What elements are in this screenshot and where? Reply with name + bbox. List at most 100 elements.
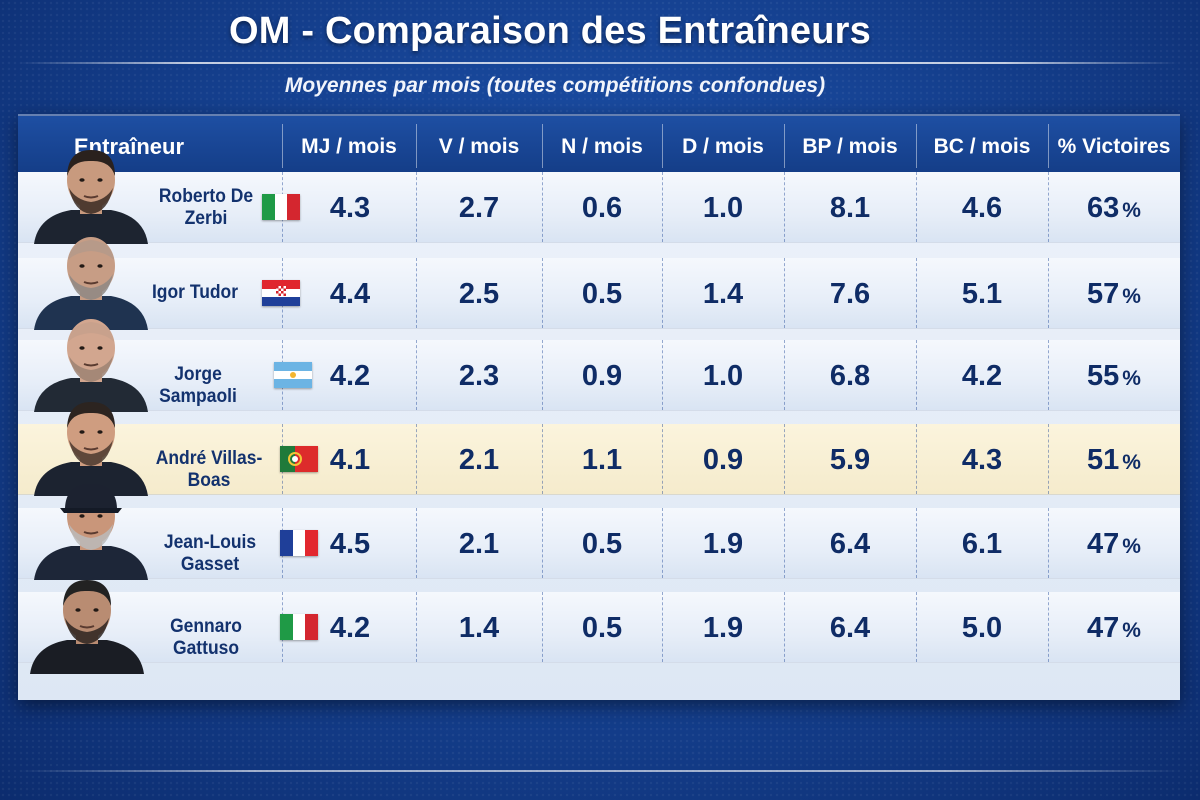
cell-divider — [1048, 258, 1049, 328]
cell-divider — [916, 508, 917, 578]
cell-d: 1.0 — [702, 192, 744, 224]
coach-name: Igor Tudor — [151, 282, 239, 303]
title-divider — [18, 62, 1178, 64]
cell-pct: 57% — [1048, 258, 1180, 328]
cell-bc: 5.1 — [961, 278, 1003, 310]
cell-mj: 4.4 — [329, 278, 371, 310]
coach-comparison-table: Entraîneur MJ / mois V / mois N / mois D… — [18, 114, 1180, 700]
header-divider — [1048, 124, 1049, 168]
pct-value: 47 — [1087, 528, 1120, 560]
page-subtitle: Moyennes par mois (toutes compétitions c… — [284, 74, 826, 97]
header-divider — [542, 124, 543, 168]
table-row: Jorge Sampaoli 4.2 2.3 0.9 1.0 6.8 4.2 55% — [18, 319, 1180, 412]
cell-divider — [1048, 340, 1049, 410]
cell-divider — [662, 424, 663, 494]
cell-pct: 47% — [1048, 592, 1180, 662]
cell-bc: 4.6 — [961, 192, 1003, 224]
cell-bc: 6.1 — [961, 528, 1003, 560]
cell-d: 0.9 — [702, 444, 744, 476]
cell-divider — [784, 172, 785, 242]
cell-v: 2.1 — [458, 444, 500, 476]
cell-divider — [1048, 424, 1049, 494]
coach-avatar — [22, 574, 152, 679]
cell-divider — [784, 508, 785, 578]
cell-divider — [916, 592, 917, 662]
cell-n: 0.9 — [581, 360, 623, 392]
cell-mj: 4.5 — [329, 528, 371, 560]
cell-mj: 4.1 — [329, 444, 371, 476]
cell-divider — [662, 172, 663, 242]
cell-pct: 55% — [1048, 340, 1180, 410]
coach-avatar — [26, 230, 156, 335]
cell-divider — [916, 340, 917, 410]
header-divider — [662, 124, 663, 168]
cell-divider — [542, 258, 543, 328]
header-d: D / mois — [682, 135, 764, 158]
cell-divider — [542, 424, 543, 494]
coach-name: André Villas-Boas — [155, 448, 263, 491]
cell-n: 0.5 — [581, 612, 623, 644]
cell-divider — [1048, 592, 1049, 662]
header-divider — [784, 124, 785, 168]
pct-unit: % — [1122, 199, 1141, 222]
cell-bc: 4.2 — [961, 360, 1003, 392]
table-row: André Villas-Boas 4.1 2.1 1.1 0.9 5.9 4.3 51% — [18, 402, 1180, 496]
cell-pct: 47% — [1048, 508, 1180, 578]
page-title: OM - Comparaison des Entraîneurs — [229, 10, 871, 52]
italy-flag-icon — [280, 614, 318, 640]
cell-d: 1.9 — [702, 528, 744, 560]
pct-unit: % — [1122, 619, 1141, 642]
table-row: Jean-Louis Gasset 4.5 2.1 0.5 1.9 6.4 6.1 47% — [18, 484, 1180, 580]
header-bc: BC / mois — [933, 135, 1031, 158]
cell-divider — [1048, 172, 1049, 242]
cell-pct: 63% — [1048, 172, 1180, 242]
cell-pct: 51% — [1048, 424, 1180, 494]
header-n: N / mois — [561, 135, 643, 158]
table-header: Entraîneur MJ / mois V / mois N / mois D… — [18, 114, 1180, 174]
cell-v: 2.1 — [458, 528, 500, 560]
cell-bp: 7.6 — [829, 278, 871, 310]
header-divider — [282, 124, 283, 168]
header-pct: % Victoires — [1057, 135, 1171, 158]
cell-bp: 6.4 — [829, 528, 871, 560]
cell-bc: 4.3 — [961, 444, 1003, 476]
pct-unit: % — [1122, 285, 1141, 308]
cell-bp: 6.8 — [829, 360, 871, 392]
pct-unit: % — [1122, 451, 1141, 474]
cell-v: 1.4 — [458, 612, 500, 644]
pct-value: 51 — [1087, 444, 1120, 476]
pct-value: 55 — [1087, 360, 1120, 392]
cell-n: 0.5 — [581, 528, 623, 560]
pct-unit: % — [1122, 367, 1141, 390]
cell-divider — [416, 592, 417, 662]
header-v: V / mois — [438, 135, 520, 158]
argentina-flag-icon — [274, 362, 312, 388]
cell-divider — [784, 424, 785, 494]
cell-v: 2.5 — [458, 278, 500, 310]
italy-flag-icon — [262, 194, 300, 220]
coach-name: Jorge Sampaoli — [159, 364, 237, 407]
cell-v: 2.7 — [458, 192, 500, 224]
footer-divider — [18, 770, 1180, 772]
coach-avatar — [26, 396, 156, 501]
cell-divider — [784, 592, 785, 662]
coach-name: Roberto De Zerbi — [158, 186, 254, 229]
cell-n: 0.5 — [581, 278, 623, 310]
croatia-flag-icon — [262, 280, 300, 306]
table-row: Gennaro Gattuso 4.2 1.4 0.5 1.9 6.4 5.0 47% — [18, 580, 1180, 674]
portugal-flag-icon — [280, 446, 318, 472]
france-flag-icon — [280, 530, 318, 556]
cell-mj: 4.3 — [329, 192, 371, 224]
cell-divider — [662, 340, 663, 410]
cell-divider — [416, 258, 417, 328]
cell-divider — [662, 592, 663, 662]
cell-d: 1.0 — [702, 360, 744, 392]
cell-bp: 8.1 — [829, 192, 871, 224]
cell-divider — [662, 258, 663, 328]
cell-divider — [542, 592, 543, 662]
header-bp: BP / mois — [802, 135, 898, 158]
cell-d: 1.9 — [702, 612, 744, 644]
cell-divider — [416, 424, 417, 494]
cell-divider — [784, 258, 785, 328]
pct-value: 57 — [1087, 278, 1120, 310]
